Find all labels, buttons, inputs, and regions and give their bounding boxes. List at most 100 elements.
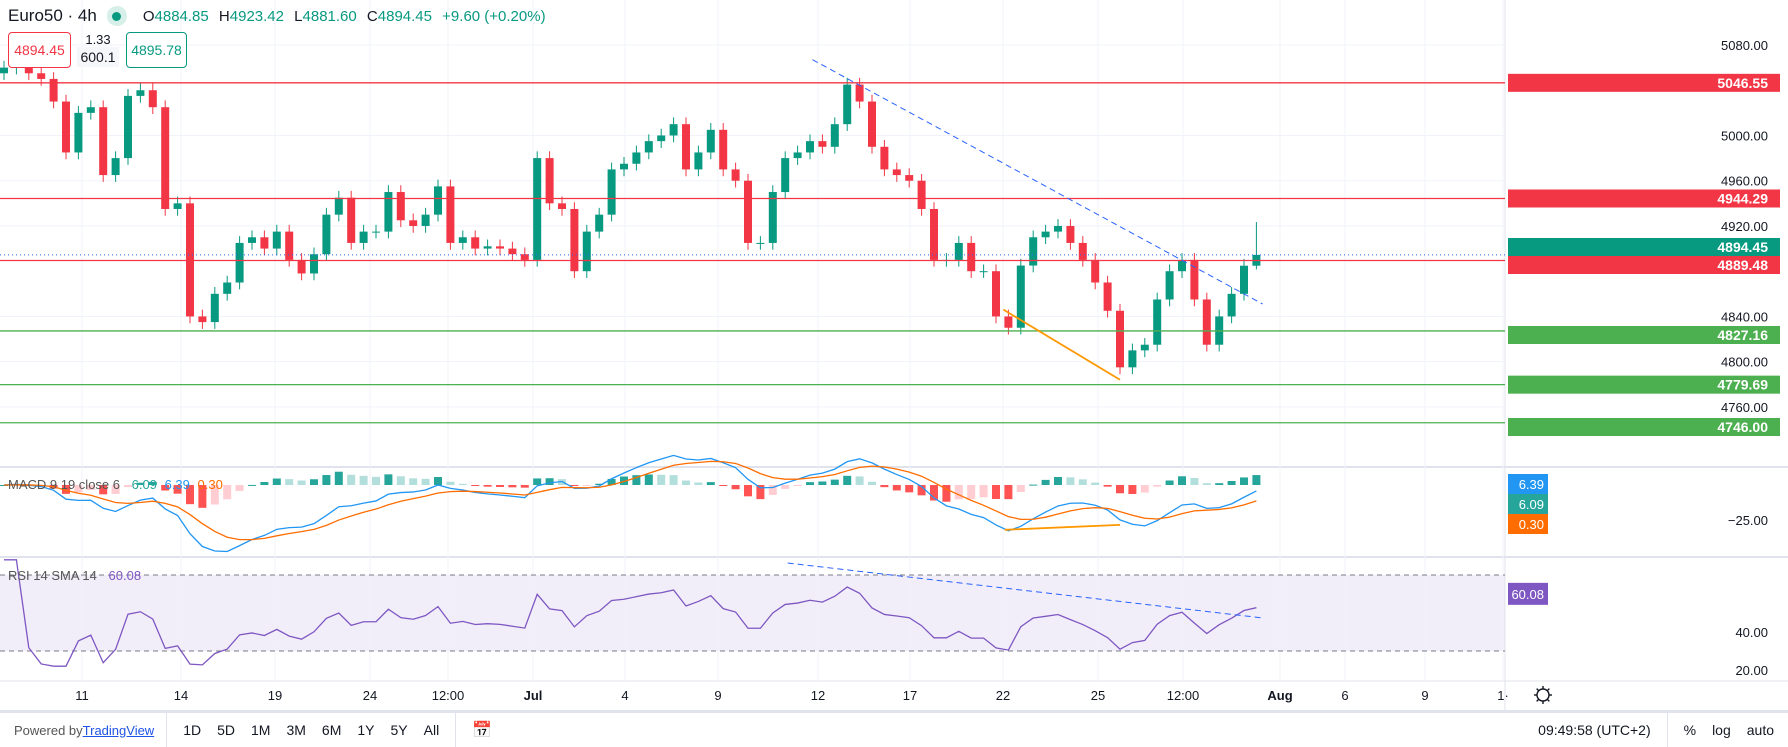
open-value: 4884.85	[154, 7, 209, 25]
candle-body	[1103, 282, 1112, 311]
candle-body	[396, 192, 405, 221]
candle-body	[334, 197, 343, 215]
candle-body	[731, 169, 740, 181]
macd-histogram-bar	[582, 485, 591, 486]
macd-histogram-bar	[570, 485, 579, 486]
symbol-title[interactable]: Euro50 · 4h	[8, 6, 97, 25]
level-label: 4827.16	[1717, 327, 1768, 343]
macd-title[interactable]: MACD 9 19 close 6	[8, 477, 120, 492]
macd-histogram-bar	[756, 485, 765, 500]
candle-body	[99, 107, 108, 176]
macd-histogram-bar	[99, 485, 108, 495]
macd-histogram-bar	[719, 485, 728, 487]
candle-body	[917, 180, 926, 209]
range-1d[interactable]: 1D	[183, 722, 202, 738]
time-axis-label: 11	[75, 688, 89, 703]
macd-histogram-bar	[533, 478, 542, 485]
range-1m[interactable]: 1M	[251, 722, 271, 738]
candle-body	[1116, 310, 1124, 368]
time-axis-label: 22	[996, 688, 1010, 703]
clock[interactable]: 09:49:58 (UTC+2)	[1538, 722, 1651, 738]
candle-body	[657, 135, 666, 142]
macd-histogram-bar	[545, 478, 554, 485]
macd-histogram-bar	[223, 485, 232, 500]
time-axis-label: 19	[268, 688, 282, 703]
candle-body	[520, 254, 529, 260]
range-3m[interactable]: 3M	[286, 722, 306, 738]
percent-toggle[interactable]: %	[1683, 722, 1697, 738]
candle-body	[632, 152, 641, 164]
tradingview-link[interactable]: TradingView	[82, 722, 155, 738]
time-axis-label: 14	[174, 688, 188, 703]
candle-body	[793, 152, 802, 159]
macd-histogram-bar	[1004, 485, 1013, 500]
candle-body	[136, 90, 145, 96]
candle-body	[359, 231, 368, 243]
market-status-icon	[106, 6, 127, 26]
range-6m[interactable]: 6M	[321, 722, 342, 738]
macd-histogram-bar	[1190, 478, 1199, 485]
macd-histogram-bar	[272, 478, 281, 485]
macd-hist-tag-label: 6.09	[1519, 497, 1544, 512]
settings-icon-tooth	[1546, 688, 1550, 692]
range-5d[interactable]: 5D	[217, 722, 236, 738]
range-1y[interactable]: 1Y	[357, 722, 375, 738]
time-axis-label: 12:00	[432, 688, 465, 703]
sell-button[interactable]: 4894.45	[8, 32, 71, 68]
trendline-price[interactable]	[812, 59, 1263, 305]
candle-body	[458, 237, 467, 243]
candle-body	[62, 101, 70, 153]
macd-histogram-bar	[496, 485, 504, 487]
macd-histogram-bar	[198, 485, 207, 508]
settings-icon[interactable]	[1534, 686, 1552, 704]
macd-histogram-bar	[458, 483, 467, 485]
volume-value: 600.1	[77, 46, 119, 67]
candle-body	[483, 246, 492, 249]
macd-histogram-bar	[210, 485, 219, 505]
range-all[interactable]: All	[423, 722, 440, 738]
candle-body	[979, 271, 988, 273]
macd-histogram-bar	[694, 482, 703, 485]
macd-histogram-bar	[1066, 477, 1075, 485]
macd-hist-value: 6.09	[131, 477, 157, 492]
rsi-axis-label: 40.00	[1735, 625, 1768, 640]
candle-body	[892, 169, 901, 176]
level-label: 5046.55	[1717, 75, 1768, 91]
time-axis-label: 4	[621, 688, 628, 703]
level-label: 4779.69	[1717, 377, 1768, 393]
ohlc-values: O4884.85 H4923.42 L4881.60 C4894.45 +9.6…	[137, 8, 546, 25]
candle-body	[384, 192, 393, 232]
trendline-macd[interactable]	[1004, 524, 1121, 531]
rsi-title[interactable]: RSI 14 SMA 14	[8, 568, 97, 583]
candle-body	[992, 271, 1000, 317]
level-tag	[1508, 256, 1780, 274]
settings-icon-tooth	[1536, 698, 1540, 702]
candle-body	[607, 169, 616, 215]
candle-body	[880, 146, 889, 170]
candle-body	[297, 259, 306, 274]
candle-body	[210, 293, 219, 323]
candle-body	[1029, 237, 1038, 266]
range-5y[interactable]: 5Y	[390, 722, 408, 738]
level-tag	[1508, 73, 1780, 92]
candle-body	[0, 67, 8, 74]
macd-histogram-bar	[1029, 484, 1038, 486]
current-price-tag	[1508, 238, 1780, 256]
macd-signal-tag	[1508, 514, 1548, 534]
macd-histogram-bar	[669, 475, 678, 485]
macd-histogram-bar	[86, 485, 95, 491]
log-toggle[interactable]: log	[1712, 722, 1731, 738]
candle-body	[471, 237, 480, 249]
candle-body	[347, 197, 356, 243]
chart-canvas[interactable]: 11 14 19 24 12:00 Jul 4 9 12 17 22 25 12:00 Aug 6 9 1· 50…	[0, 0, 1788, 710]
goto-date-icon[interactable]: 📅	[472, 722, 493, 739]
candle-body	[434, 186, 442, 215]
buy-button[interactable]: 4895.78	[126, 32, 187, 68]
spread-info: 1.33 600.1	[74, 32, 122, 67]
macd-histogram-bar	[421, 478, 430, 485]
price-axis-label: 4960.00	[1721, 174, 1768, 189]
candle-body	[1178, 259, 1186, 272]
auto-toggle[interactable]: auto	[1746, 722, 1774, 738]
trendline-price[interactable]	[1002, 308, 1121, 381]
macd-histogram-bar	[297, 480, 306, 485]
